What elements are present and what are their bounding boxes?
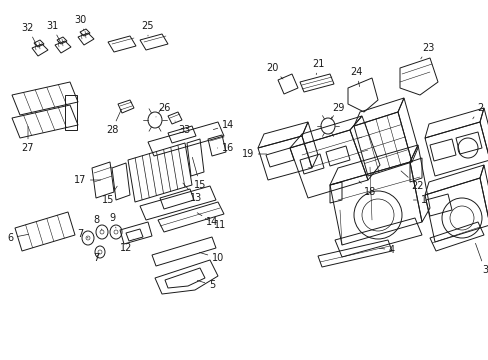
Text: 24: 24 (349, 67, 362, 87)
Text: 9: 9 (109, 213, 116, 228)
Text: 16: 16 (217, 143, 234, 153)
Text: 13: 13 (183, 183, 202, 203)
Text: 21: 21 (311, 59, 324, 75)
Text: 12: 12 (120, 239, 133, 253)
Text: 18: 18 (358, 181, 375, 197)
Text: 33: 33 (175, 121, 190, 135)
Text: 15: 15 (192, 157, 206, 190)
Text: 23: 23 (420, 43, 433, 59)
Text: 27: 27 (21, 126, 34, 153)
Text: 15: 15 (102, 186, 117, 205)
Text: 7: 7 (77, 229, 88, 239)
Text: 32: 32 (22, 23, 36, 45)
Text: 4: 4 (379, 245, 394, 255)
Text: 31: 31 (46, 21, 60, 42)
Text: 19: 19 (242, 149, 266, 159)
Text: 26: 26 (156, 103, 170, 117)
Text: 1: 1 (412, 195, 426, 205)
Text: 14: 14 (213, 120, 234, 130)
Text: 28: 28 (105, 109, 121, 135)
Text: 3: 3 (474, 243, 487, 275)
Text: 29: 29 (330, 103, 344, 119)
Text: 25: 25 (142, 21, 154, 36)
Bar (65, 95, 77, 130)
Text: 5: 5 (197, 280, 215, 290)
Text: 8: 8 (93, 215, 102, 230)
Text: 14: 14 (197, 213, 218, 227)
Text: 7: 7 (93, 253, 99, 263)
Text: 11: 11 (205, 219, 225, 230)
Text: 17: 17 (74, 175, 101, 185)
Text: 6: 6 (7, 233, 29, 243)
Text: 22: 22 (400, 171, 424, 191)
Text: 2: 2 (472, 103, 482, 119)
Text: 30: 30 (74, 15, 86, 30)
Text: 20: 20 (265, 63, 283, 79)
Text: 10: 10 (199, 252, 224, 263)
